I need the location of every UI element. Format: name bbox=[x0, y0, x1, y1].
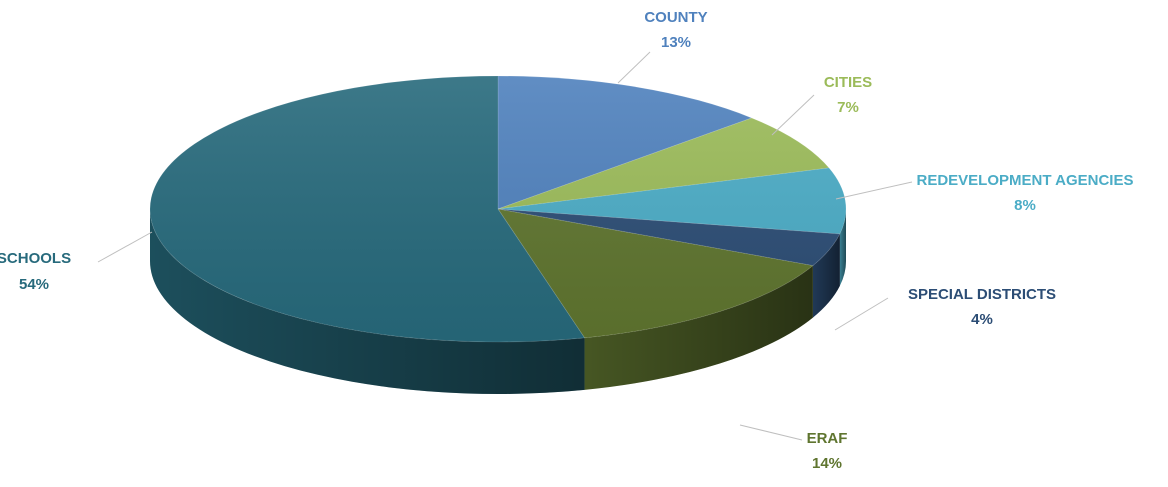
label-cities: CITIES bbox=[824, 74, 872, 91]
leader-line-cities bbox=[771, 94, 815, 136]
label-special-districts: SPECIAL DISTRICTS bbox=[908, 286, 1056, 303]
slice-side-shade-schools bbox=[150, 209, 585, 395]
leader-line-redevelopment-agencies bbox=[835, 181, 913, 200]
value-label-cities: 7% bbox=[837, 99, 859, 116]
leader-lines bbox=[97, 51, 913, 441]
leader-line-eraf bbox=[739, 424, 803, 441]
leader-line-county bbox=[617, 51, 651, 84]
value-label-eraf: 14% bbox=[812, 455, 842, 472]
leader-line-special-districts bbox=[834, 297, 889, 331]
pie-sides bbox=[150, 209, 846, 395]
slice-side-shade-redevelopment-agencies bbox=[839, 209, 846, 286]
slice-labels: COUNTY 13% CITIES 7% REDEVELOPMENT AGENCIES 8… bbox=[0, 9, 1133, 472]
value-label-schools: 54% bbox=[19, 276, 49, 293]
value-label-county: 13% bbox=[661, 34, 691, 51]
value-label-redevelopment-agencies: 8% bbox=[1014, 197, 1036, 214]
leader-line-schools bbox=[97, 231, 153, 263]
label-county: COUNTY bbox=[644, 9, 707, 26]
slice-side-shade-eraf bbox=[584, 265, 813, 390]
label-eraf: ERAF bbox=[807, 430, 848, 447]
slice-side-shade-special-districts bbox=[812, 233, 840, 318]
label-schools: SCHOOLS bbox=[0, 250, 71, 267]
value-label-special-districts: 4% bbox=[971, 311, 993, 328]
pie-top-sheen bbox=[150, 76, 846, 342]
label-redevelopment-agencies: REDEVELOPMENT AGENCIES bbox=[917, 172, 1134, 189]
pie-top-slices bbox=[149, 75, 847, 343]
